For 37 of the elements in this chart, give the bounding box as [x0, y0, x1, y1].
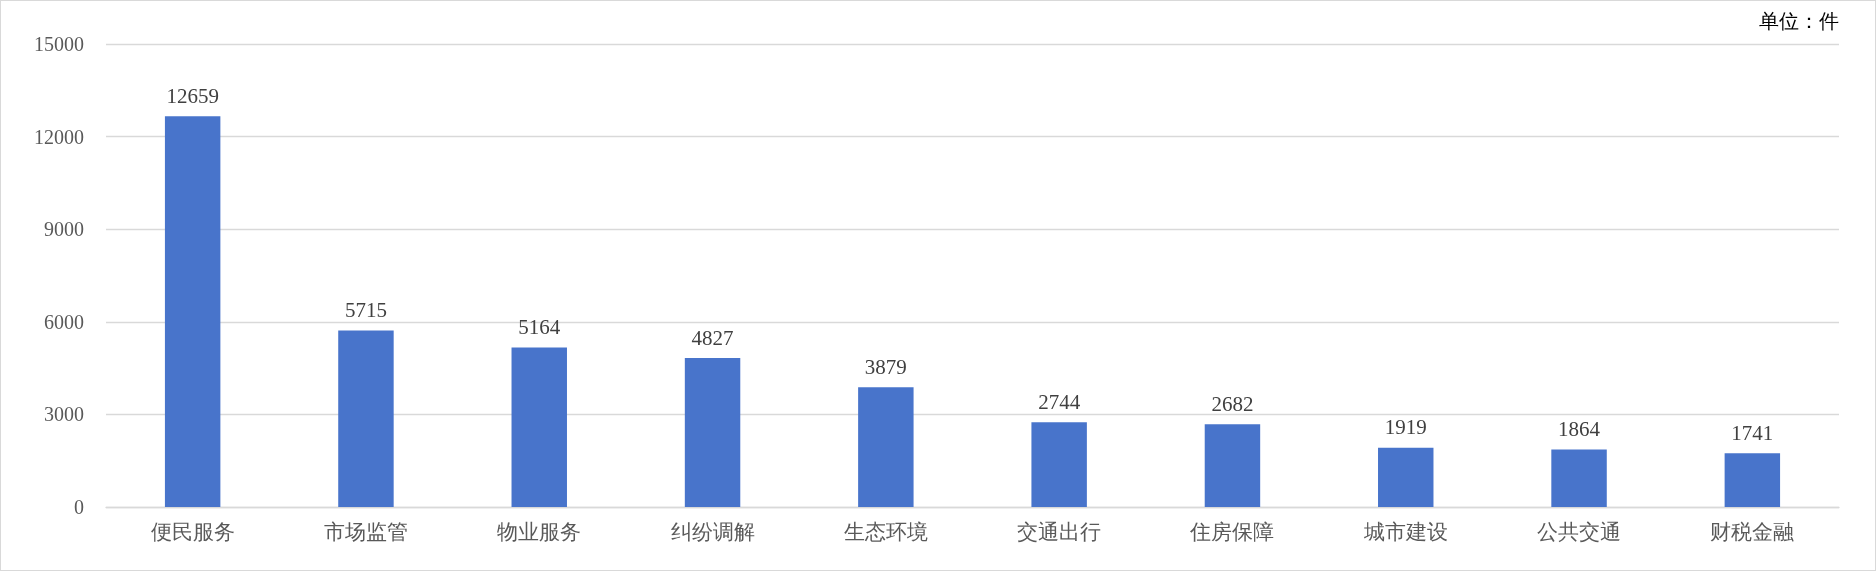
y-tick-label: 12000 — [34, 125, 84, 148]
data-label: 3879 — [864, 354, 907, 379]
x-tick-label: 住房保障 — [1189, 519, 1275, 544]
data-label: 1741 — [1731, 420, 1774, 445]
text: 单位：件 — [1759, 10, 1839, 32]
data-label: 1864 — [1558, 416, 1601, 441]
y-tick-label: 6000 — [44, 310, 84, 333]
x-tick-label: 财税金融 — [1710, 519, 1795, 544]
bar — [684, 358, 741, 507]
bar — [1724, 453, 1781, 507]
bar — [1204, 424, 1261, 507]
bar — [511, 347, 567, 507]
bar — [1551, 449, 1607, 507]
x-tick-label: 生态环境 — [843, 519, 928, 544]
data-label: 5164 — [518, 315, 561, 340]
bar — [858, 387, 914, 507]
x-tick-label: 市场监管 — [323, 519, 408, 544]
x-tick-label: 城市建设 — [1362, 519, 1448, 544]
bar — [1378, 447, 1434, 507]
data-label: 4827 — [691, 325, 734, 350]
bar — [164, 116, 221, 507]
bar — [1031, 422, 1087, 507]
bar — [338, 330, 394, 507]
y-tick-label: 15000 — [34, 33, 84, 55]
x-tick-label: 纠纷调解 — [670, 519, 755, 544]
data-label: 1919 — [1384, 415, 1427, 440]
y-tick-label: 0 — [74, 496, 84, 518]
x-tick-label: 便民服务 — [150, 519, 235, 544]
data-label: 2744 — [1038, 389, 1081, 414]
data-label: 2682 — [1211, 391, 1254, 416]
x-tick-label: 公共交通 — [1537, 519, 1622, 544]
y-tick-label: 9000 — [44, 218, 84, 241]
x-tick-label: 物业服务 — [497, 519, 582, 544]
data-label: 12659 — [166, 83, 219, 108]
x-tick-label: 交通出行 — [1017, 519, 1102, 544]
data-label: 5715 — [344, 298, 387, 323]
y-tick-label: 3000 — [44, 403, 84, 426]
